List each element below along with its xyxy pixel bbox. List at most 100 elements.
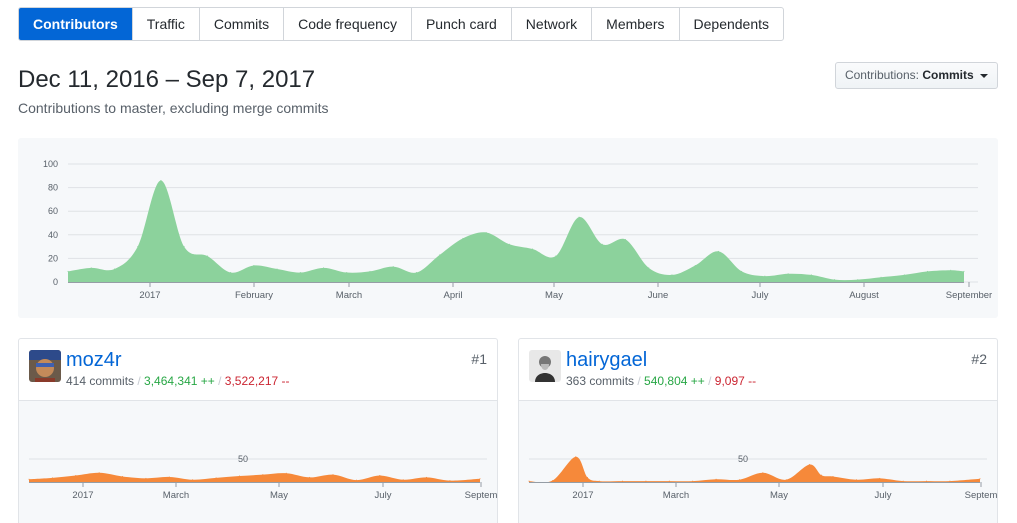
data-point: [645, 480, 647, 482]
x-tick-label: June: [648, 290, 669, 301]
data-point: [276, 268, 278, 270]
x-tick-label: July: [375, 490, 392, 501]
data-point: [402, 479, 404, 481]
data-point: [926, 270, 928, 272]
data-point: [206, 255, 208, 257]
avatar[interactable]: [29, 350, 61, 382]
contributor-card: moz4r 414 commits / 3,464,341 ++ / 3,522…: [18, 338, 498, 523]
tab-members[interactable]: Members: [591, 8, 678, 40]
deletions-count: 9,097 --: [714, 374, 757, 388]
series-area: [29, 472, 480, 482]
x-tick-label: July: [752, 290, 769, 301]
data-point: [575, 456, 577, 458]
y-tick-label: 100: [43, 159, 58, 169]
data-point: [963, 270, 965, 272]
data-point: [369, 270, 371, 272]
data-point: [950, 269, 952, 271]
data-point: [479, 478, 481, 480]
x-tick-label: August: [849, 290, 879, 301]
data-point: [462, 237, 464, 239]
data-point: [485, 231, 487, 233]
series-area: [529, 456, 980, 483]
dropdown-value: Commits: [922, 68, 974, 82]
data-point: [67, 270, 69, 272]
data-point: [145, 477, 147, 479]
avatar[interactable]: [529, 350, 561, 382]
data-point: [528, 480, 530, 482]
data-point: [299, 272, 301, 274]
data-point: [902, 480, 904, 482]
data-point: [622, 480, 624, 482]
date-range-subtitle: Contributions to master, excluding merge…: [18, 100, 329, 116]
data-point: [426, 476, 428, 478]
separator: /: [218, 374, 225, 388]
caret-down-icon: [980, 73, 989, 78]
x-tick-label: 2017: [139, 290, 160, 301]
contributor-stats: 363 commits / 540,804 ++ / 9,097 --: [566, 374, 756, 388]
data-point: [586, 476, 588, 478]
y-tick-label: 50: [238, 454, 248, 464]
data-point: [28, 478, 30, 480]
additions-count: 540,804 ++: [644, 374, 705, 388]
x-tick-label: Septem: [465, 490, 498, 501]
data-point: [598, 480, 600, 482]
data-point: [230, 272, 232, 274]
data-point: [857, 279, 859, 281]
contributor-stats: 414 commits / 3,464,341 ++ / 3,522,217 -…: [66, 374, 290, 388]
x-tick-label: Septem: [965, 490, 998, 501]
data-point: [785, 479, 787, 481]
tab-commits[interactable]: Commits: [198, 8, 283, 40]
data-point: [332, 474, 334, 476]
contributor-name[interactable]: moz4r: [66, 349, 122, 371]
data-point: [168, 476, 170, 478]
tab-network[interactable]: Network: [510, 8, 591, 40]
data-point: [694, 264, 696, 266]
commit-count: 363 commits: [566, 374, 635, 388]
tab-punch-card[interactable]: Punch card: [410, 8, 511, 40]
data-point: [346, 272, 348, 274]
x-tick-label: September: [946, 290, 992, 301]
data-point: [439, 254, 441, 256]
contributor-chart: 50 2017 March May July Septem: [519, 401, 998, 523]
data-point: [625, 239, 627, 241]
data-point: [832, 475, 834, 477]
data-point: [715, 478, 717, 480]
x-tick-label: July: [875, 490, 892, 501]
data-point: [238, 475, 240, 477]
x-tick-label: May: [545, 290, 563, 301]
contributor-name[interactable]: hairygael: [566, 349, 648, 371]
data-point: [253, 264, 255, 266]
tab-traffic[interactable]: Traffic: [131, 8, 199, 40]
contributions-chart-svg: 0 20 40 60 80 100 2017 February March April May Jun…: [43, 159, 992, 301]
y-tick-label: 0: [53, 277, 58, 287]
data-point: [160, 180, 162, 182]
graph-tabs: Contributors Traffic Commits Code freque…: [18, 7, 785, 41]
date-range-title: Dec 11, 2016 – Sep 7, 2017: [18, 66, 316, 93]
tab-dependents[interactable]: Dependents: [678, 8, 784, 40]
data-point: [508, 243, 510, 245]
dropdown-label: Contributions:: [844, 68, 919, 82]
x-tick-label: March: [663, 490, 689, 501]
tab-contributors[interactable]: Contributors: [19, 8, 132, 40]
data-point: [809, 464, 811, 466]
tab-code-frequency[interactable]: Code frequency: [283, 8, 411, 40]
separator: /: [637, 374, 645, 388]
contributor-rank: #1: [471, 351, 487, 367]
data-point: [192, 479, 194, 481]
data-point: [671, 274, 673, 276]
series-area: [68, 180, 964, 282]
data-point: [51, 477, 53, 479]
commit-count: 414 commits: [66, 374, 135, 388]
contributions-type-dropdown[interactable]: Contributions: Commits: [835, 62, 998, 89]
data-point: [738, 479, 740, 481]
deletions-count: 3,522,217 --: [224, 374, 290, 388]
data-point: [415, 272, 417, 274]
data-point: [979, 478, 981, 480]
x-tick-label: May: [770, 490, 788, 501]
data-point: [880, 276, 882, 278]
data-point: [262, 474, 264, 476]
data-point: [741, 270, 743, 272]
y-tick-label: 80: [48, 183, 58, 193]
data-point: [122, 475, 124, 477]
separator: /: [708, 374, 715, 388]
